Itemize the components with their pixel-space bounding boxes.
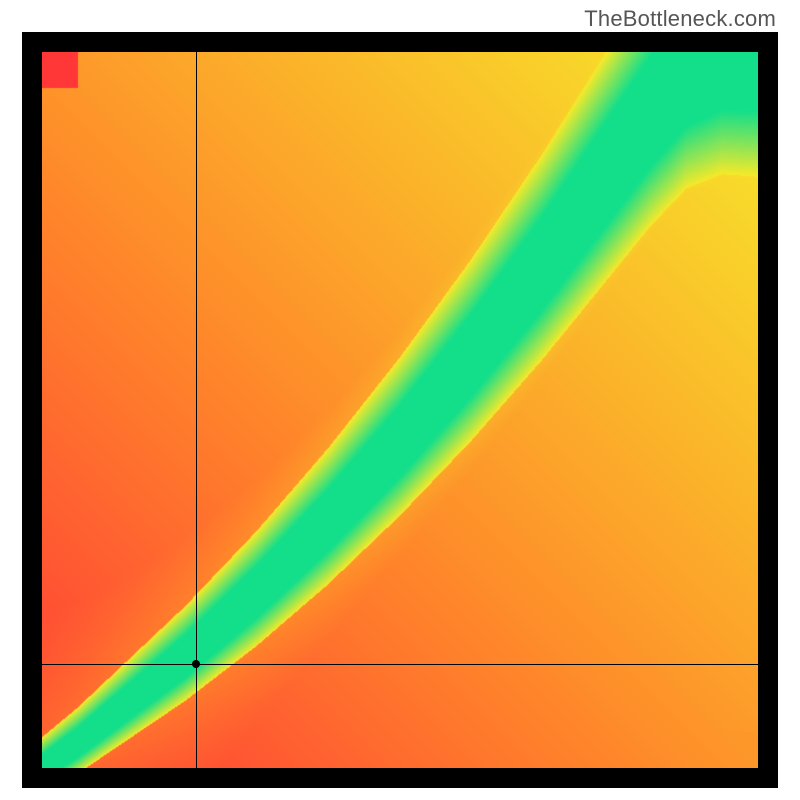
watermark-text: TheBottleneck.com bbox=[584, 6, 776, 32]
chart-frame bbox=[22, 32, 778, 788]
bottleneck-heatmap bbox=[42, 52, 758, 768]
crosshair-horizontal bbox=[42, 664, 758, 665]
selection-marker-dot bbox=[192, 660, 200, 668]
